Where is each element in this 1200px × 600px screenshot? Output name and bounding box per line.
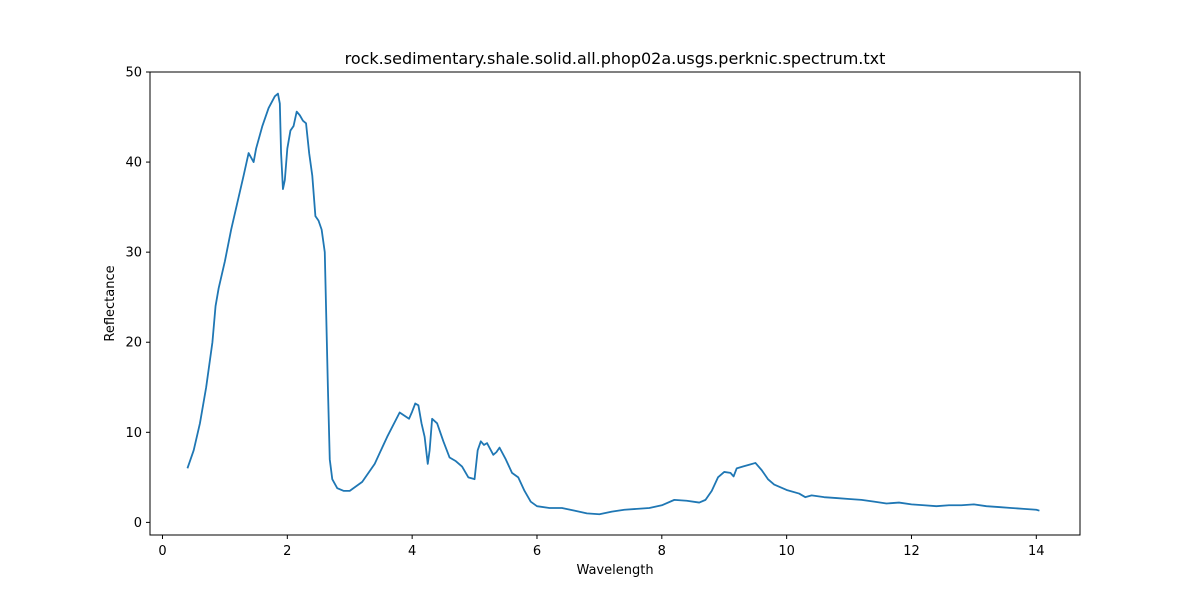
- y-tick-label: 30: [125, 246, 142, 261]
- x-tick-label: 0: [158, 544, 166, 559]
- x-axis: 0 2 4 6 8 10 12 14: [158, 535, 1045, 559]
- x-tick-label: 2: [283, 544, 291, 559]
- chart-title: rock.sedimentary.shale.solid.all.phop02a…: [345, 49, 886, 68]
- x-axis-label: Wavelength: [576, 563, 653, 578]
- y-tick-label: 20: [125, 336, 142, 351]
- y-tick-label: 40: [125, 156, 142, 171]
- x-tick-label: 12: [903, 544, 920, 559]
- series-line-0: [186, 92, 1040, 516]
- y-axis: 0 10 20 30 40 50: [125, 66, 150, 531]
- y-tick-label: 10: [125, 426, 142, 441]
- plot-area: [186, 92, 1040, 516]
- x-tick-label: 4: [408, 544, 416, 559]
- y-tick-label: 50: [125, 66, 142, 81]
- x-tick-label: 8: [658, 544, 666, 559]
- x-tick-label: 6: [533, 544, 541, 559]
- y-axis-label: Reflectance: [103, 265, 118, 341]
- x-tick-label: 10: [778, 544, 795, 559]
- y-tick-label: 0: [134, 516, 142, 531]
- x-tick-label: 14: [1028, 544, 1045, 559]
- axes-frame: [149, 71, 1081, 536]
